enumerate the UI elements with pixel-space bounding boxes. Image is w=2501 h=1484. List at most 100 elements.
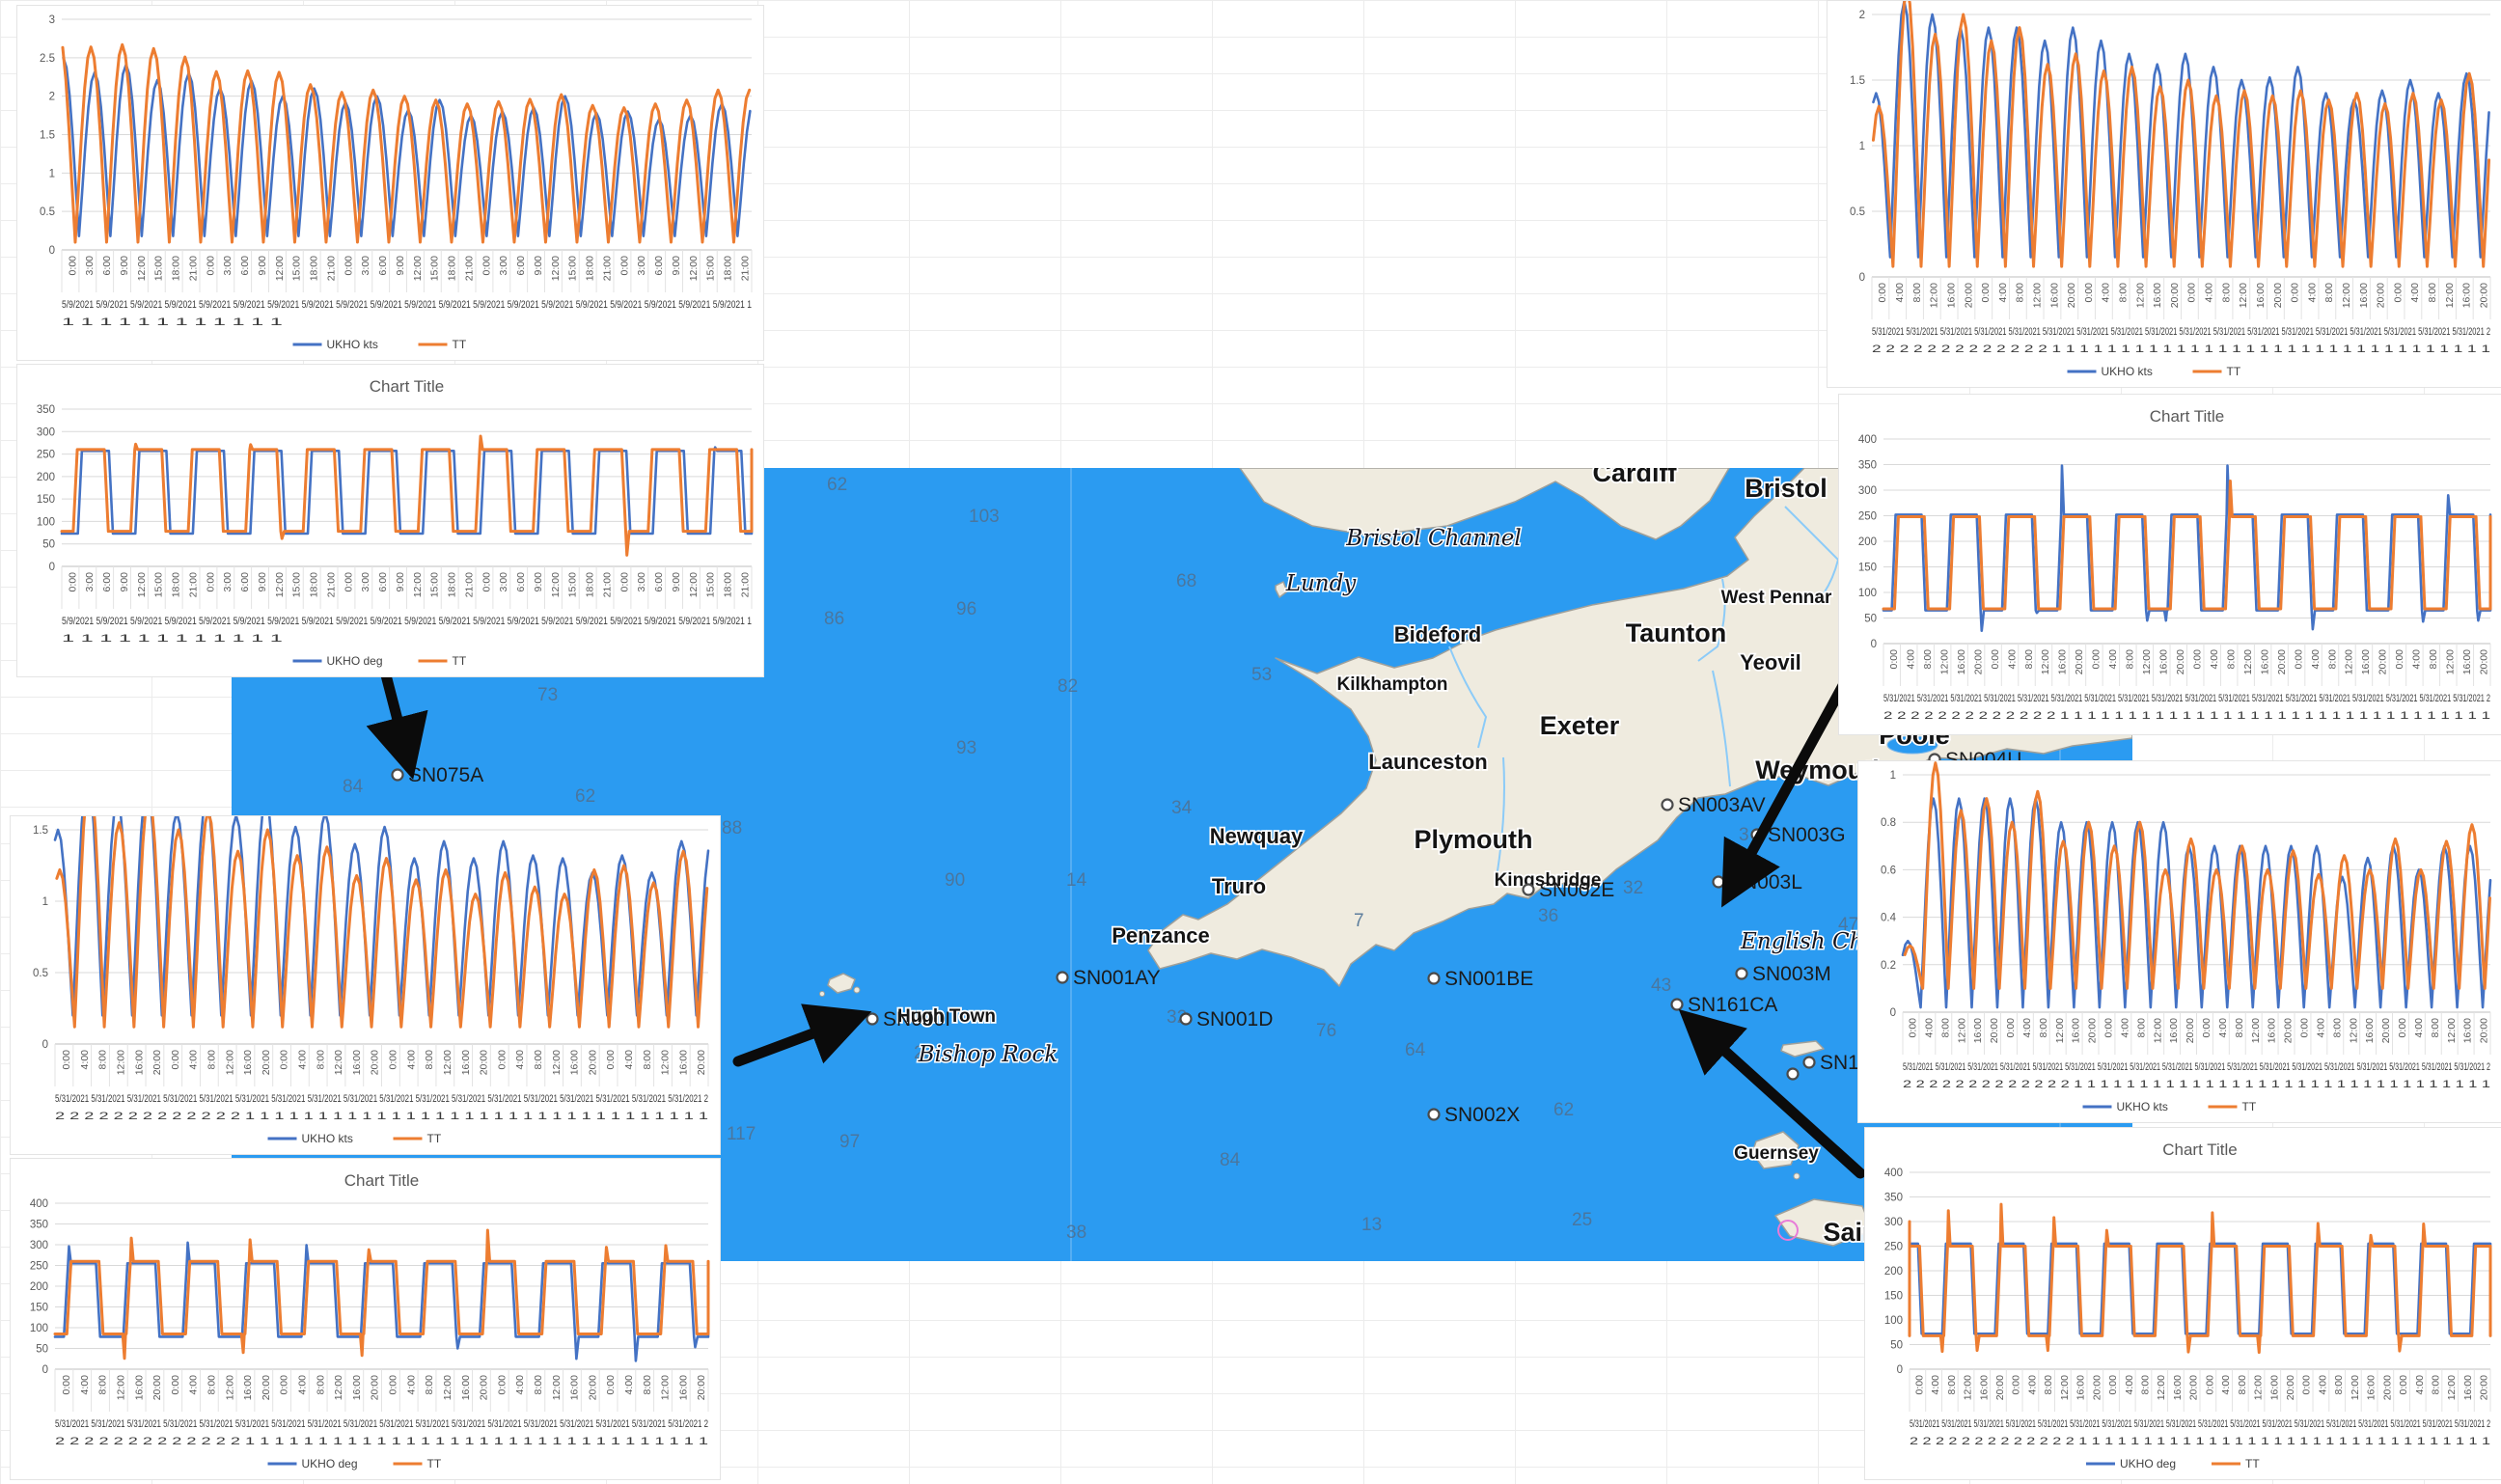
x-axis-date-row: 5/31/2021 5/31/2021 5/31/2021 5/31/2021 … [1872,326,2490,338]
x-axis-tick: 16:00 [1978,1375,1990,1400]
legend-label-ukho[interactable]: UKHO deg [2120,1457,2176,1470]
x-axis-tick: 15:00 [429,256,441,281]
x-axis-tick: 15:00 [291,572,303,597]
chart-bottom-left-direction[interactable]: Chart Title 0 50 100 150 200 250 300 350 400 0:00 4… [10,1158,721,1480]
station-dot-icon [1522,883,1535,896]
x-axis-tick: 12:00 [224,1375,235,1400]
x-axis-tick: 16:00 [2057,649,2069,674]
x-axis-tick: 16:00 [2048,283,2060,308]
station-dot-icon [1802,1056,1816,1069]
x-axis-tick: 0:00 [496,1375,508,1395]
x-axis-tick: 20:00 [261,1050,272,1075]
y-axis-tick: 400 [1884,1168,1903,1179]
legend-label-ukho[interactable]: UKHO kts [327,338,378,351]
x-axis-tick: 6:00 [653,256,665,276]
depth-label: 96 [956,599,976,619]
x-axis-tick: 18:00 [723,572,734,597]
x-axis-tick: 8:00 [2023,649,2035,670]
x-axis-tick: 0:00 [343,572,354,592]
legend-label-tt[interactable]: TT [2245,1457,2260,1470]
station-label: SN000I [883,1008,950,1031]
x-axis-tick: 16:00 [1945,283,1957,308]
x-axis-tick: 20:00 [2272,283,2284,308]
y-axis-tick: 0.5 [40,206,55,218]
y-axis-tick: 0 [49,562,55,573]
x-axis-tick: 9:00 [671,256,682,276]
x-axis-tick: 16:00 [2462,1018,2474,1043]
x-axis-tick: 12:00 [2350,1375,2361,1400]
legend-label-tt[interactable]: TT [453,338,467,351]
legend-label-tt[interactable]: TT [427,1457,442,1470]
chart-mid-left-speed[interactable]: 0 0.5 1 1.5 0:00 4:00 8:00 12:00 16:00 20:00 0:00 4… [10,771,721,1155]
station-SN003M[interactable]: SN003M [1735,963,1831,985]
station-dot-icon [1735,967,1748,980]
x-axis-tick: 6:00 [101,572,113,592]
x-axis-tick: 9:00 [395,572,406,592]
chart-mid-right-speed[interactable]: 0 0.2 0.4 0.6 0.8 1 0:00 4:00 8:00 12:00 16:00 20:0… [1857,760,2501,1123]
x-axis-tick: 8:00 [97,1375,109,1395]
station-SN001AY[interactable]: SN001AY [1056,967,1161,989]
x-axis-tick: 21:00 [463,572,475,597]
station-SN001BE[interactable]: SN001BE [1427,968,1534,990]
x-axis-tick: 8:00 [642,1375,653,1395]
x-axis-tick: 12:00 [442,1050,453,1075]
x-axis-tick: 0:00 [2107,1375,2119,1395]
chart-right-direction[interactable]: Chart Title 0 50 100 150 200 250 300 350 400 0:00 4… [1838,394,2501,735]
legend-label-tt[interactable]: TT [453,654,467,668]
y-axis-tick: 50 [36,1344,48,1356]
station-SN002X[interactable]: SN002X [1427,1104,1521,1126]
depth-label: 62 [827,475,847,495]
legend-label-ukho[interactable]: UKHO kts [302,1132,353,1145]
x-axis-tick: 20:00 [2091,1375,2102,1400]
x-axis-tick: 16:00 [133,1050,145,1075]
x-axis-tick: 0:00 [1980,283,1992,303]
depth-label: 43 [1651,976,1671,996]
legend-label-tt[interactable]: TT [2227,365,2241,378]
town-label-taunton: Taunton [1626,618,1726,647]
x-axis-tick: 20:00 [1972,649,1984,674]
chart-top-right-speed[interactable]: 0 0.5 1 1.5 2 0:00 4:00 8:00 12:00 16:00 20:00 0:00… [1827,0,2501,388]
x-axis-tick: 18:00 [585,572,596,597]
x-axis-tick: 12:00 [2242,649,2254,674]
x-axis-tick: 6:00 [515,572,527,592]
y-axis-tick: 100 [1884,1315,1903,1327]
x-axis-tick: 3:00 [222,256,234,276]
land-wales [1239,467,1730,540]
x-axis-tick: 9:00 [533,256,544,276]
depth-label: 62 [575,786,595,807]
legend-label-ukho[interactable]: UKHO kts [2102,365,2153,378]
x-axis-tick: 12:00 [2141,649,2153,674]
x-axis-tick: 12:00 [2253,1375,2265,1400]
depth-label: 14 [1066,870,1087,891]
x-axis-day-row: 2 2 2 2 2 2 2 2 2 2 2 2 2 1 1 1 1 1 1 1 … [1872,344,2490,355]
x-axis-tick: 21:00 [601,256,613,281]
x-axis-tick: 4:00 [79,1050,91,1070]
station-marker[interactable] [1786,1067,1800,1081]
legend-label-ukho[interactable]: UKHO deg [302,1457,358,1470]
chart-top-left-speed[interactable]: 0 0.5 1 1.5 2 2.5 3 0:00 3:00 6:00 9:00 12:00 15:00 1… [16,5,764,361]
x-axis-tick: 15:00 [153,256,165,281]
station-SN003AV[interactable]: SN003AV [1661,794,1766,816]
station-SN002E[interactable]: SN002E [1522,879,1615,901]
legend-label-tt[interactable]: TT [427,1132,442,1145]
station-SN001D[interactable]: SN001D [1179,1008,1274,1031]
chart-left-direction[interactable]: Chart Title 0 50 100 150 200 250 300 350 0:00 3:00… [16,364,764,677]
legend-label-ukho[interactable]: UKHO deg [327,654,383,668]
y-axis-tick: 0 [1897,1364,1903,1376]
x-axis-tick: 16:00 [2461,649,2473,674]
y-axis-tick: 300 [37,426,55,438]
x-axis-tick: 4:00 [2101,283,2112,303]
legend-label-ukho[interactable]: UKHO kts [2117,1100,2168,1113]
x-axis-tick: 12:00 [412,256,424,281]
chart-bottom-right-direction[interactable]: Chart Title 0 50 100 150 200 250 300 350 400 0:00 4… [1864,1127,2501,1480]
x-axis-tick: 4:00 [2119,1018,2130,1038]
x-axis-tick: 20:00 [479,1050,490,1075]
depth-label: 88 [722,818,742,838]
station-SN161CA[interactable]: SN161CA [1670,994,1778,1016]
x-axis-tick: 8:00 [2234,1018,2245,1038]
x-axis-tick: 0:00 [1908,1018,1919,1038]
x-axis-tick: 8:00 [424,1050,435,1070]
x-axis-tick: 15:00 [567,572,579,597]
legend-label-tt[interactable]: TT [2242,1100,2257,1113]
